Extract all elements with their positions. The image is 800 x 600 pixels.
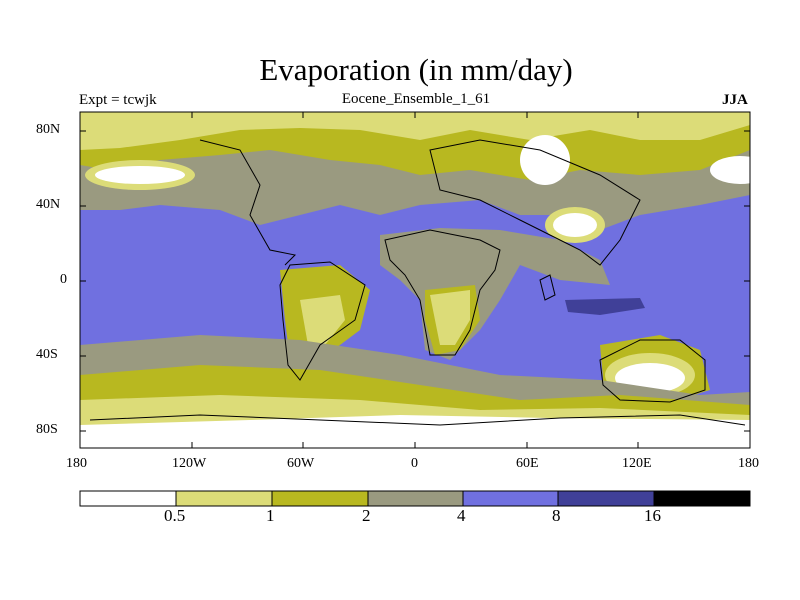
madagascar-coast <box>539 274 556 301</box>
north-america-coast <box>199 139 297 266</box>
colorbar-swatch-1 <box>79 490 177 507</box>
colorbar-swatch-7 <box>653 490 751 507</box>
colorbar-swatch-6 <box>557 490 655 507</box>
x-tick-label-60w: 60W <box>287 456 315 471</box>
coastlines <box>89 139 746 426</box>
ensemble-label: Eocene_Ensemble_1_61 <box>341 91 491 107</box>
colorbar-swatch-5 <box>462 490 559 507</box>
y-tick-label-40n: 40N <box>36 197 61 212</box>
x-tick-label-180w: 180 <box>66 456 87 471</box>
y-tick-label-40s: 40S <box>36 347 58 362</box>
season-label: JJA <box>722 92 748 108</box>
south-america-coast <box>279 261 366 381</box>
experiment-label: Expt = tcwjk <box>79 92 157 108</box>
colorbar-swatch-4 <box>367 490 464 507</box>
x-tick-label-60e: 60E <box>516 456 539 471</box>
africa-band-05-1 <box>430 290 470 345</box>
south-america-band-05-1 <box>300 295 345 345</box>
colorbar-swatch-3 <box>271 490 369 507</box>
north-band-05-1 <box>80 112 750 150</box>
africa-coast <box>384 229 501 356</box>
colorbar-label-0-5: 0.5 <box>164 506 186 525</box>
colorbar-swatch-2 <box>175 490 273 507</box>
colorbar-label-4: 4 <box>457 506 466 525</box>
colorbar <box>79 490 751 507</box>
colorbar-label-2: 2 <box>362 506 371 525</box>
east-asia-minimum <box>710 156 750 184</box>
x-tick-label-120e: 120E <box>622 456 652 471</box>
x-tick-label-0: 0 <box>411 456 418 471</box>
map-title: Evaporation (in mm/day) <box>259 52 573 87</box>
axis-ticks <box>79 112 751 448</box>
x-tick-label-120w: 120W <box>172 456 207 471</box>
y-tick-label-0: 0 <box>60 272 67 287</box>
north-america-minimum <box>95 166 185 184</box>
evaporation-contours <box>80 112 750 448</box>
australia-coast <box>599 339 706 403</box>
colorbar-label-16: 16 <box>644 506 661 525</box>
colorbar-label-8: 8 <box>552 506 561 525</box>
y-tick-label-80n: 80N <box>36 122 61 137</box>
x-tick-label-180e: 180 <box>738 456 759 471</box>
colorbar-label-1: 1 <box>266 506 275 525</box>
central-asia-minimum <box>520 135 570 185</box>
south-band-0-05 <box>80 415 750 448</box>
arabia-minimum <box>553 213 597 237</box>
indian-ocean-band-8-16 <box>565 298 645 315</box>
antarctica-coast <box>89 414 746 426</box>
y-tick-label-80s: 80S <box>36 422 58 437</box>
eurasia-coast <box>429 139 641 266</box>
